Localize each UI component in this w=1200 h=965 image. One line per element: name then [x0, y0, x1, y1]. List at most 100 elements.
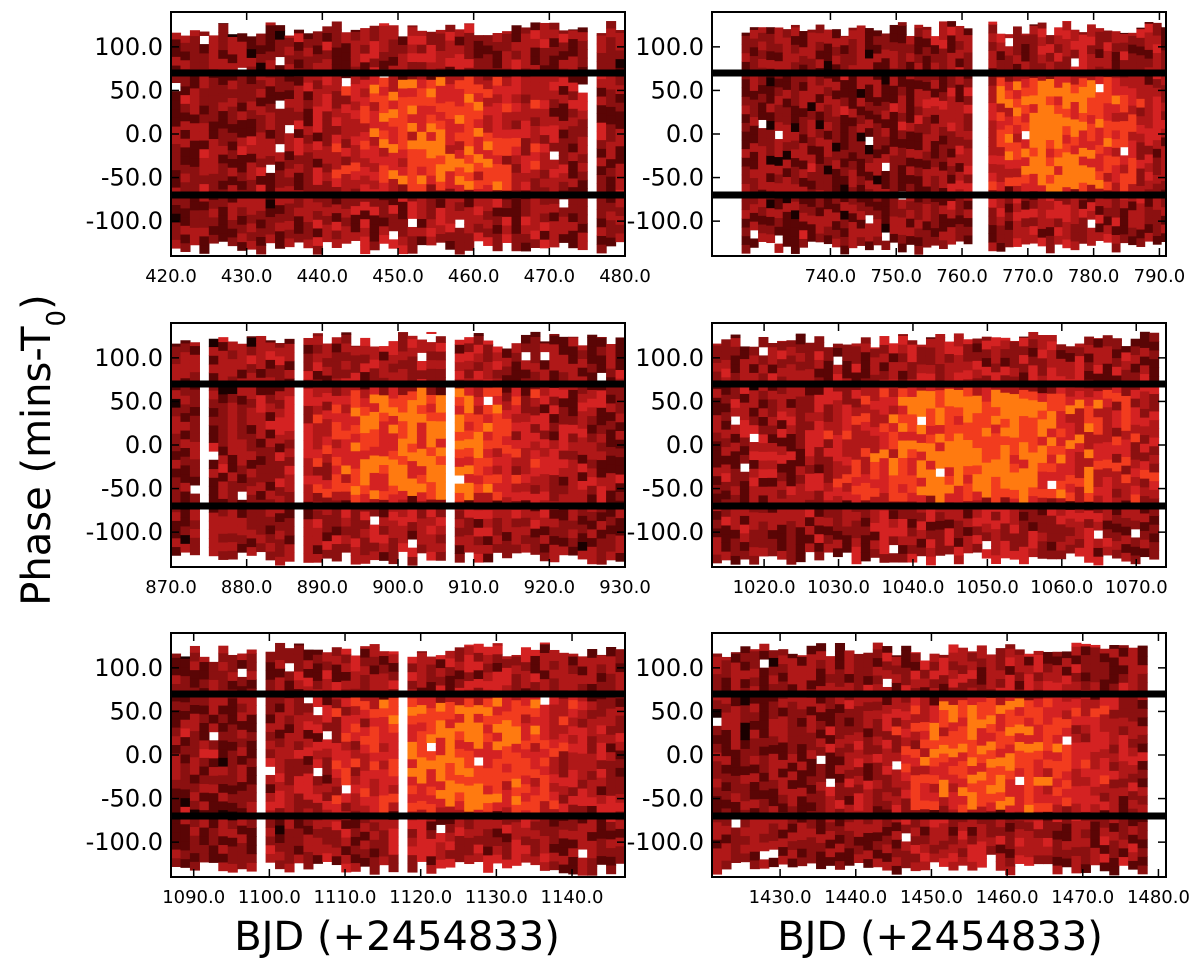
heatmap-cell: [303, 475, 314, 485]
heatmap-cell: [520, 93, 532, 104]
heatmap-cell: [1056, 349, 1067, 359]
heatmap-cell: [171, 840, 182, 850]
heatmap-cell: [996, 120, 1006, 130]
heatmap-cell: [208, 433, 219, 443]
heatmap-cell: [879, 440, 890, 450]
heatmap-cell: [473, 92, 484, 102]
heatmap-cell: [426, 331, 437, 334]
heatmap-cell: [530, 107, 541, 118]
heatmap-cell: [568, 528, 579, 539]
heatmap-cell: [1078, 77, 1088, 87]
heatmap-cell: [171, 415, 182, 426]
heatmap-cell: [988, 32, 998, 43]
heatmap-cell: [312, 140, 323, 151]
heatmap-cell: [171, 476, 182, 487]
heatmap-cell: [925, 521, 936, 531]
heatmap-cell: [805, 342, 815, 352]
heatmap-cell: [218, 23, 229, 33]
heatmap-cell: [171, 805, 182, 815]
heatmap-cell: [1037, 62, 1047, 73]
heatmap-cell: [935, 529, 946, 539]
heatmap-cell: [331, 386, 342, 396]
heatmap-cell: [199, 235, 210, 246]
heatmap-cell: [596, 33, 607, 36]
heatmap-cell: [473, 40, 484, 50]
heatmap-cell: [739, 367, 750, 377]
heatmap-cell: [1139, 399, 1150, 409]
heatmap-cell: [1111, 42, 1121, 52]
heatmap-cell: [350, 153, 361, 163]
heatmap-cell: [606, 176, 617, 186]
heatmap-cell: [1070, 101, 1080, 111]
heatmap-cell: [1054, 104, 1063, 114]
heatmap-cell: [596, 424, 607, 434]
heatmap-cell: [246, 407, 257, 417]
heatmap-cell: [530, 212, 541, 222]
heatmap-cell: [303, 195, 314, 205]
heatmap-cell: [1021, 34, 1031, 45]
heatmap-cell: [774, 60, 784, 70]
heatmap-cell: [996, 59, 1006, 69]
heatmap-cell: [1112, 444, 1122, 454]
heatmap-cell: [786, 424, 797, 434]
heatmap-cell: [331, 351, 342, 362]
heatmap-cell: [1029, 225, 1039, 235]
heatmap-cell: [1161, 136, 1166, 147]
heatmap-cell: [922, 203, 932, 213]
heatmap-cell: [520, 369, 532, 379]
heatmap-cell: [1103, 233, 1113, 243]
heatmap-cell: [539, 360, 550, 370]
heatmap-cell: [1000, 383, 1011, 393]
heatmap-cell: [549, 352, 560, 362]
heatmap-cell: [749, 212, 759, 222]
heatmap-cell: [842, 403, 853, 414]
heatmap-cell: [721, 516, 732, 526]
heatmap-cell: [1029, 77, 1039, 87]
heatmap-cell: [879, 492, 890, 502]
heatmap-cell: [1152, 200, 1162, 210]
heatmap-cell: [870, 374, 881, 384]
heatmap-cell: [360, 345, 371, 355]
heatmap-cell: [312, 158, 323, 168]
heatmap-cell: [897, 216, 907, 227]
heatmap-cell: [180, 172, 191, 183]
heatmap-cell: [758, 223, 767, 234]
heatmap-cell: [1139, 347, 1150, 357]
heatmap-cell: [777, 532, 788, 543]
heatmap-cell: [795, 430, 806, 441]
heatmap-cell: [1000, 374, 1011, 385]
heatmap-cell: [848, 204, 858, 214]
heatmap-cell: [284, 412, 295, 423]
heatmap-cell: [814, 455, 825, 465]
heatmap-cell: [398, 464, 409, 474]
heatmap-cell: [303, 361, 314, 372]
heatmap-cell: [615, 197, 625, 208]
heatmap-cell: [615, 93, 625, 103]
heatmap-cell: [840, 114, 850, 124]
heatmap-cell: [1128, 235, 1137, 246]
heatmap-cell: [873, 227, 883, 237]
heatmap-cell: [963, 474, 974, 484]
heatmap-cell: [1028, 364, 1039, 375]
heatmap-cell: [322, 383, 333, 393]
heatmap-cell: [520, 59, 532, 69]
heatmap-cell: [303, 143, 314, 153]
heatmap-cell: [511, 93, 522, 104]
heatmap-cell: [218, 49, 229, 59]
heatmap-cell: [758, 451, 769, 461]
heatmap-cell: [435, 525, 446, 535]
heatmap-cell: [840, 140, 850, 150]
heatmap-cell: [303, 414, 314, 424]
heatmap-cell: [832, 347, 843, 357]
heatmap-cell: [922, 63, 932, 74]
heatmap-cell: [767, 398, 778, 409]
heatmap-cell: [331, 430, 342, 440]
heatmap-cell: [568, 55, 579, 66]
heatmap-cell: [1136, 106, 1146, 117]
heatmap-cell: [944, 431, 955, 442]
heatmap-cell: [730, 398, 741, 408]
heatmap-cell: [739, 489, 750, 499]
heatmap-cell: [369, 385, 380, 395]
heatmap-cell: [615, 49, 625, 60]
heatmap-cell: [1054, 34, 1063, 45]
